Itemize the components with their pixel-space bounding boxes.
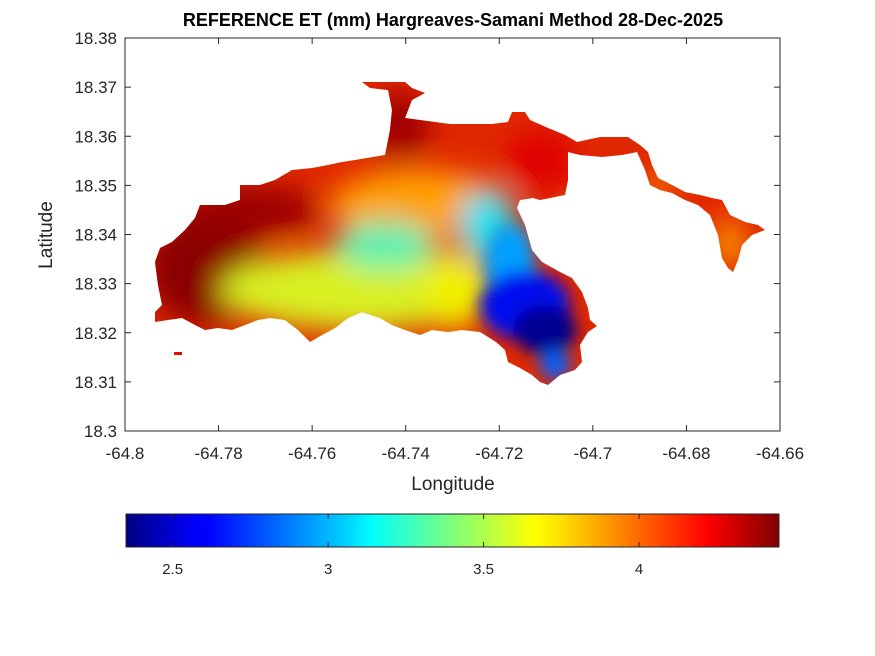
colorbar-gradient — [125, 513, 780, 548]
y-tick-label: 18.35 — [74, 176, 117, 195]
y-tick-label: 18.31 — [74, 373, 117, 392]
y-tick-label: 18.33 — [74, 275, 117, 294]
x-tick-label: -64.66 — [756, 444, 804, 463]
blue-south-lobe — [540, 350, 570, 380]
y-tick-label: 18.3 — [84, 422, 117, 441]
y-tick-label: 18.37 — [74, 78, 117, 97]
y-tick-label: 18.34 — [74, 226, 117, 245]
x-tick-label: -64.72 — [475, 444, 523, 463]
colorbar-tick-label: 3 — [324, 561, 332, 578]
x-tick-label: -64.7 — [573, 444, 612, 463]
colorbar: 2.5 3 3.5 4 — [125, 513, 780, 578]
colorbar-tick-label: 4 — [635, 561, 643, 578]
y-tick-label: 18.36 — [74, 127, 117, 146]
y-tick-label: 18.38 — [74, 29, 117, 48]
x-tick-label: -64.8 — [106, 444, 145, 463]
colorbar-ticks: 2.5 3 3.5 4 — [162, 514, 643, 578]
low-southeast-region — [513, 305, 577, 355]
cyan-central-region — [335, 220, 435, 270]
x-tick-label: -64.74 — [382, 444, 430, 463]
colorbar-tick-label: 2.5 — [162, 561, 183, 578]
x-tick-label: -64.68 — [662, 444, 710, 463]
y-axis: 18.3 18.31 18.32 18.33 18.34 18.35 18.36 18.37 1… — [74, 29, 780, 441]
red-northeast-region — [505, 130, 575, 190]
y-tick-label: 18.32 — [74, 324, 117, 343]
chart-title: REFERENCE ET (mm) Hargreaves-Samani Meth… — [183, 10, 723, 30]
yellow-east-region — [425, 250, 485, 330]
x-axis: -64.8 -64.78 -64.76 -64.74 -64.72 -64.7 -64.68… — [106, 38, 804, 463]
x-tick-label: -64.76 — [288, 444, 336, 463]
islet — [174, 352, 182, 355]
colorbar-tick-label: 3.5 — [473, 561, 494, 578]
y-axis-label: Latitude — [36, 201, 57, 269]
x-axis-label: Longitude — [411, 474, 494, 495]
orange-east-tail — [715, 225, 745, 265]
x-tick-label: -64.78 — [194, 444, 242, 463]
